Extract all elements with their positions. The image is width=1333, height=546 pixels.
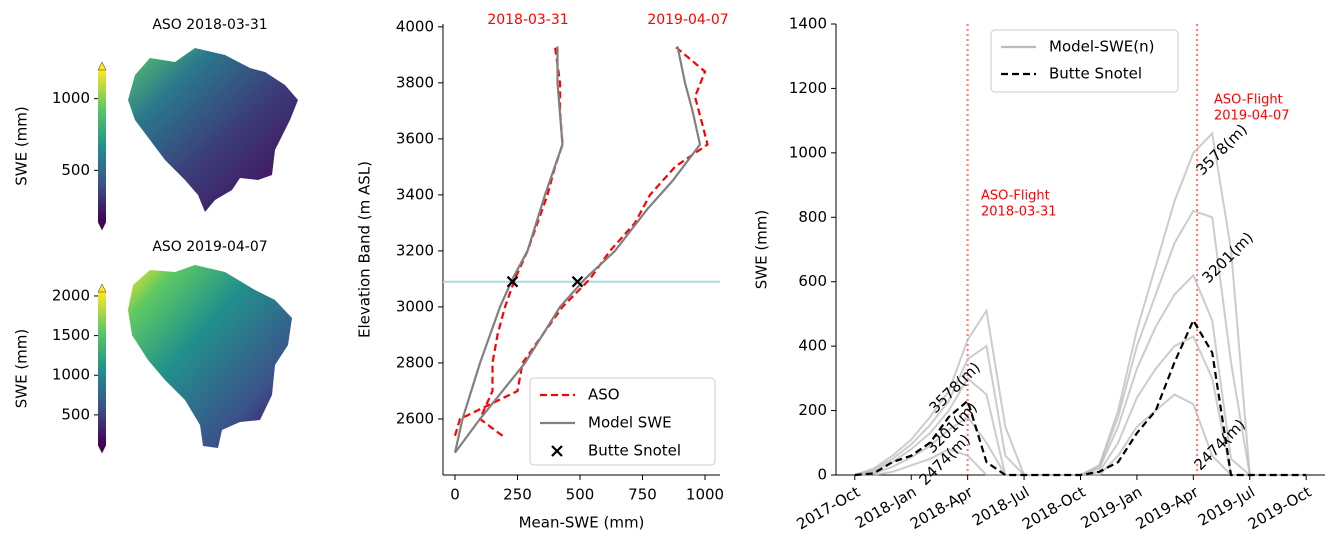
profile-line <box>453 45 709 437</box>
y-tick-label: 400 <box>798 337 827 355</box>
colorbar-label: SWE (mm) <box>13 329 31 409</box>
x-tick-label: 2017-Oct <box>793 483 863 534</box>
marker-stroke <box>571 275 584 288</box>
y-axis-label: Elevation Band (m ASL) <box>356 161 374 338</box>
profile-line <box>453 46 702 454</box>
colorbar-tip <box>97 444 107 454</box>
y-tick-label: 1200 <box>789 79 827 97</box>
y-tick-label: 1000 <box>789 143 827 161</box>
legend-label: Model-SWE(n) <box>1049 38 1155 56</box>
flight-label: ASO-Flight <box>1214 93 1283 108</box>
band-label: 3578(m) <box>1192 120 1250 178</box>
x-tick-label: 2018-Jan <box>852 483 919 532</box>
map-shape <box>128 265 292 448</box>
x-tick-label: 2019-Jan <box>1078 483 1145 532</box>
y-tick-label: 3800 <box>396 73 434 91</box>
marker <box>506 275 519 288</box>
legend-label: ASO <box>588 386 620 404</box>
colorbar-tick-label: 2000 <box>52 286 90 304</box>
y-tick-label: 3200 <box>396 241 434 259</box>
map-title: ASO 2018-03-31 <box>152 17 267 33</box>
marker <box>571 275 584 288</box>
y-tick-label: 2800 <box>396 353 434 371</box>
y-tick-label: 200 <box>798 401 827 419</box>
x-tick-label: 1000 <box>686 486 724 504</box>
colorbar <box>98 70 106 222</box>
x-tick-label: 750 <box>628 486 657 504</box>
y-axis-label: SWE (mm) <box>753 210 771 290</box>
band-label: 3201(m) <box>1198 228 1256 286</box>
y-tick-label: 1400 <box>789 15 827 33</box>
flight-label: ASO-Flight <box>981 189 1050 204</box>
flight-label: 2019-04-07 <box>1214 109 1290 124</box>
y-tick-label: 3000 <box>396 297 434 315</box>
y-tick-label: 4000 <box>396 17 434 35</box>
x-axis-label: Mean-SWE (mm) <box>519 514 645 532</box>
annotation: 2018-03-31 <box>487 12 568 28</box>
x-tick-label: 2018-Apr <box>907 482 977 533</box>
map-title: ASO 2019-04-07 <box>152 239 267 255</box>
y-tick-label: 800 <box>798 208 827 226</box>
map-shape <box>128 48 298 212</box>
legend-label: Butte Snotel <box>588 442 681 460</box>
x-tick-label: 2019-Oct <box>1245 483 1315 534</box>
x-tick-label: 0 <box>450 486 460 504</box>
y-tick-label: 600 <box>798 272 827 290</box>
x-tick-label: 500 <box>566 486 595 504</box>
annotation: 2019-04-07 <box>647 12 728 28</box>
legend-label: Model SWE <box>588 414 672 432</box>
colorbar-label: SWE (mm) <box>13 106 31 186</box>
x-tick-label: 2018-Oct <box>1019 483 1089 534</box>
marker-stroke <box>551 445 563 457</box>
flight-label: 2018-03-31 <box>981 205 1057 220</box>
legend-box <box>529 377 716 466</box>
colorbar-tick-label: 1000 <box>52 366 90 384</box>
legend-marker <box>551 445 563 457</box>
colorbar-tick-label: 1000 <box>52 89 90 107</box>
colorbar-tip <box>97 283 107 293</box>
colorbar-tip <box>97 61 107 71</box>
legend-box <box>990 29 1179 93</box>
y-tick-label: 2600 <box>396 409 434 427</box>
band-label: 2474(m) <box>1190 415 1248 473</box>
y-tick-label: 0 <box>817 466 827 484</box>
colorbar-tick-label: 500 <box>61 161 90 179</box>
colorbar-tip <box>97 221 107 231</box>
colorbar-tick-label: 1500 <box>52 326 90 344</box>
y-tick-label: 3400 <box>396 185 434 203</box>
colorbar <box>98 292 106 445</box>
snotel-line <box>854 318 1307 477</box>
x-tick-label: 2019-Apr <box>1133 482 1203 533</box>
legend-label: Butte Snotel <box>1049 65 1142 83</box>
y-tick-label: 3600 <box>396 129 434 147</box>
marker-stroke <box>506 275 519 288</box>
colorbar-tick-label: 500 <box>61 405 90 423</box>
x-tick-label: 250 <box>503 486 532 504</box>
